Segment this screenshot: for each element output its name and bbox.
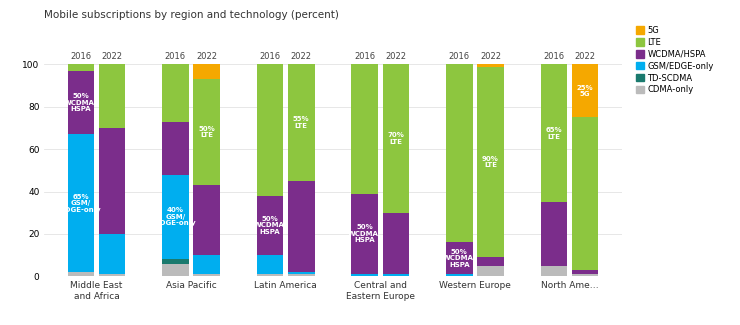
Bar [257, 196, 283, 255]
Text: 2022: 2022 [386, 52, 406, 61]
Text: 2016: 2016 [543, 52, 565, 61]
Bar [383, 64, 409, 213]
Text: 70%
LTE: 70% LTE [388, 132, 404, 145]
Bar [67, 134, 94, 272]
Bar [99, 128, 125, 234]
Bar [99, 274, 125, 276]
Bar [257, 255, 283, 274]
Text: 25%
5G: 25% 5G [577, 84, 593, 97]
Bar [541, 64, 567, 202]
Bar [477, 257, 504, 266]
Bar [572, 270, 599, 274]
Bar [288, 274, 314, 276]
Bar [352, 64, 378, 194]
Bar [162, 64, 189, 122]
Bar [352, 274, 378, 276]
Text: 2022: 2022 [291, 52, 312, 61]
Text: 2016: 2016 [354, 52, 375, 61]
Bar [288, 272, 314, 274]
Bar [193, 274, 220, 276]
Bar [99, 234, 125, 274]
Bar [288, 64, 314, 181]
Bar [477, 266, 504, 276]
Bar [193, 64, 220, 79]
Text: 50%
WCDMA/
HSPA: 50% WCDMA/ HSPA [253, 216, 287, 235]
Text: 50%
WCDMA/
HSPA: 50% WCDMA/ HSPA [348, 224, 381, 243]
Text: 2022: 2022 [101, 52, 123, 61]
Bar [162, 264, 189, 276]
Bar [162, 259, 189, 264]
Bar [99, 64, 125, 128]
Bar [67, 71, 94, 134]
Bar [162, 175, 189, 259]
Text: 2016: 2016 [165, 52, 186, 61]
Text: 65%
LTE: 65% LTE [545, 127, 562, 139]
Bar [257, 274, 283, 276]
Bar [67, 272, 94, 276]
Bar [572, 64, 599, 117]
Text: 55%
LTE: 55% LTE [293, 116, 309, 129]
Bar [383, 274, 409, 276]
Text: 50%
WCDMA/
HSPA: 50% WCDMA/ HSPA [64, 93, 98, 112]
Text: 2016: 2016 [70, 52, 92, 61]
Bar [193, 255, 220, 274]
Bar [352, 194, 378, 274]
Text: 40%
GSM/
EDGE-only: 40% GSM/ EDGE-only [155, 207, 196, 227]
Bar [383, 213, 409, 274]
Bar [446, 64, 473, 242]
Text: 50%
LTE: 50% LTE [198, 126, 215, 138]
Bar [288, 181, 314, 272]
Bar [446, 242, 473, 274]
Text: 2022: 2022 [196, 52, 217, 61]
Text: 2016: 2016 [448, 52, 470, 61]
Bar [572, 274, 599, 276]
Text: 65%
GSM/
EDGE-only: 65% GSM/ EDGE-only [61, 194, 101, 213]
Bar [67, 64, 94, 71]
Legend: 5G, LTE, WCDMA/HSPA, GSM/EDGE-only, TD-SCDMA, CDMA-only: 5G, LTE, WCDMA/HSPA, GSM/EDGE-only, TD-S… [634, 24, 716, 96]
Bar [572, 117, 599, 270]
Bar [193, 185, 220, 255]
Bar [541, 202, 567, 266]
Bar [477, 64, 504, 67]
Bar [446, 274, 473, 276]
Bar [162, 122, 189, 175]
Bar [257, 64, 283, 196]
Bar [477, 67, 504, 257]
Bar [541, 266, 567, 276]
Text: 90%
LTE: 90% LTE [482, 156, 499, 168]
Bar [193, 79, 220, 185]
Text: 2022: 2022 [480, 52, 501, 61]
Text: 50%
WCDMA/
HSPA: 50% WCDMA/ HSPA [443, 249, 476, 268]
Text: Mobile subscriptions by region and technology (percent): Mobile subscriptions by region and techn… [44, 10, 339, 20]
Text: 2022: 2022 [575, 52, 596, 61]
Text: 2016: 2016 [260, 52, 280, 61]
